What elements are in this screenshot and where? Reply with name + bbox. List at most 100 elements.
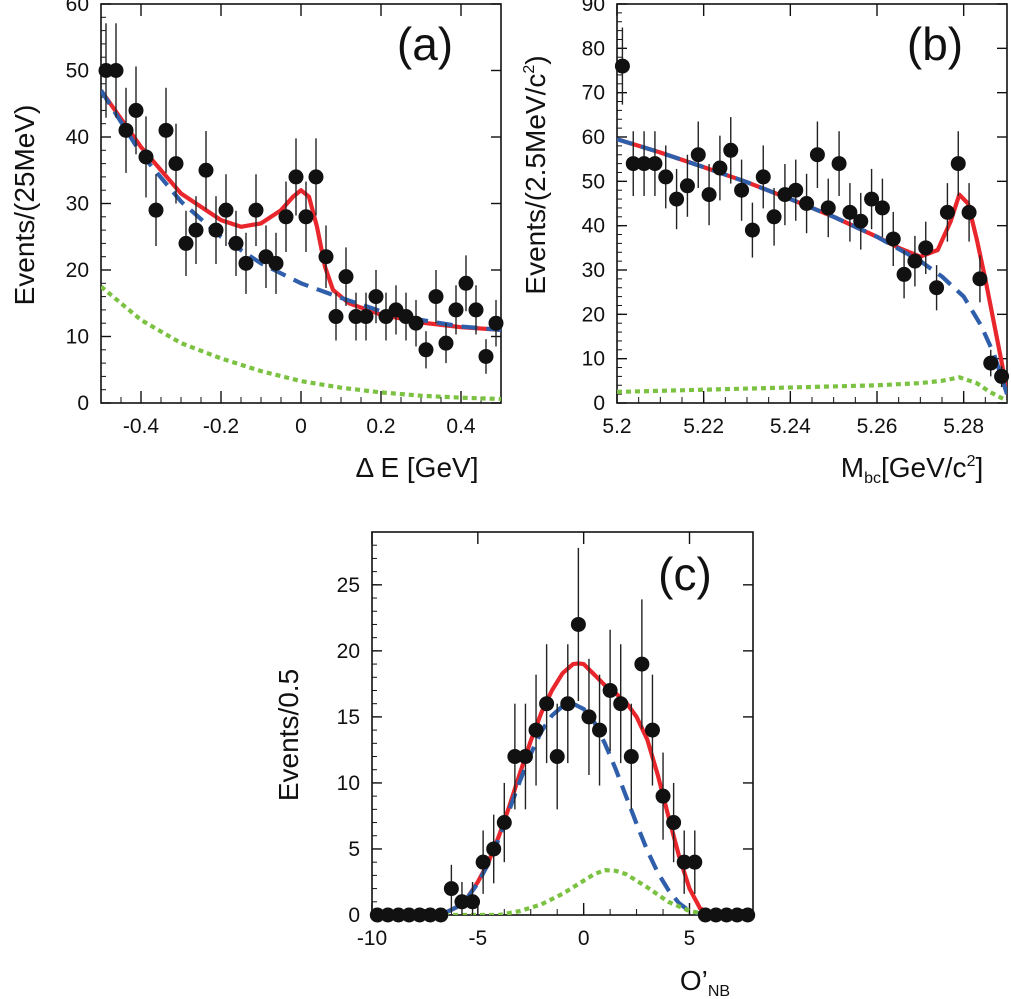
y-tick-label: 60 (582, 126, 605, 149)
y-tick-label: 20 (582, 303, 605, 326)
x-tick-label: -10 (357, 927, 387, 950)
data-point (831, 156, 847, 172)
data-point (581, 709, 597, 725)
data-point (602, 682, 618, 698)
data-point (874, 200, 890, 216)
y-tick-label: 5 (348, 838, 360, 861)
x-tick-label: -0.4 (123, 415, 160, 438)
data-point (438, 335, 454, 351)
data-points (369, 547, 756, 923)
data-point (368, 289, 384, 305)
data-point (158, 122, 174, 138)
data-point (380, 907, 396, 923)
data-point (788, 182, 804, 198)
y-tick-label: 15 (337, 706, 360, 729)
panel-label: (a) (397, 18, 453, 70)
data-points (98, 23, 504, 374)
data-point (208, 222, 224, 238)
panel-label: (b) (907, 18, 963, 70)
panel-label: (c) (658, 548, 712, 600)
panel-b: 0 10 20 30 40 50 60 70 80 90 5.2 5.22 5.24 5.26 5.28 (b… (520, 0, 1010, 487)
data-point (465, 894, 481, 910)
data-point (148, 202, 164, 218)
data-point (454, 894, 470, 910)
data-point (390, 907, 406, 923)
data-point (468, 302, 484, 318)
data-point (669, 191, 685, 207)
x-tick-label: 5.2 (602, 415, 631, 438)
dotted-curve (617, 375, 1007, 403)
curves (101, 89, 501, 402)
data-point (647, 156, 663, 172)
y-tick-label: 70 (582, 82, 605, 105)
data-point (298, 209, 314, 225)
y-tick-label: 20 (337, 640, 360, 663)
data-point (842, 204, 858, 220)
dashed-curve (372, 701, 753, 915)
data-point (697, 907, 713, 923)
data-point (723, 142, 739, 158)
data-point (929, 280, 945, 296)
data-point (983, 355, 999, 371)
data-point (328, 309, 344, 325)
data-point (358, 309, 374, 325)
data-point (972, 271, 988, 287)
y-tick-label: 30 (66, 193, 89, 216)
data-point (687, 854, 703, 870)
data-point (864, 191, 880, 207)
data-point (592, 722, 608, 738)
dashed-curve (101, 89, 501, 332)
data-point (755, 169, 771, 185)
data-point (318, 249, 334, 265)
x-tick-label: 0 (578, 927, 590, 950)
data-point (418, 342, 434, 358)
x-tick-label: 0 (295, 415, 307, 438)
y-tick-label: 60 (66, 0, 89, 16)
y-tick-label: 0 (593, 392, 605, 415)
data-points (614, 27, 1010, 388)
data-point (896, 266, 912, 282)
y-tick-label: 0 (77, 392, 89, 415)
data-point (401, 907, 417, 923)
x-tick-label: 0.2 (366, 415, 395, 438)
data-point (950, 156, 966, 172)
data-point (528, 722, 544, 738)
data-point (238, 255, 254, 271)
y-tick-label: 20 (66, 259, 89, 282)
data-point (560, 696, 576, 712)
data-point (679, 178, 695, 194)
data-point (655, 788, 671, 804)
data-point (809, 147, 825, 163)
data-point (443, 881, 459, 897)
x-tick-label: -0.2 (203, 415, 239, 438)
data-point (961, 204, 977, 220)
data-point (448, 302, 464, 318)
x-tick-label: 5.22 (683, 415, 724, 438)
y-tick-label: 10 (582, 348, 605, 371)
data-point (168, 156, 184, 172)
x-tick-label: 0.4 (446, 415, 476, 438)
data-point (517, 749, 533, 765)
x-tick-label: 5.26 (857, 415, 898, 438)
data-point (178, 235, 194, 251)
data-point (740, 907, 756, 923)
data-point (658, 169, 674, 185)
y-axis-title: Events/0.5 (273, 669, 304, 801)
data-point (907, 253, 923, 269)
curves (617, 137, 1007, 403)
data-point (623, 749, 639, 765)
panel-c: 0 5 10 15 20 25 -10 -5 0 5 (c) O’NB Events/0.5 (273, 531, 756, 999)
data-point (268, 255, 284, 271)
data-point (994, 368, 1010, 384)
x-tick-label: 5.28 (943, 415, 984, 438)
data-point (918, 240, 934, 256)
x-axis-title: Δ E [GeV] (356, 452, 479, 483)
data-point (488, 315, 504, 331)
data-point (644, 722, 660, 738)
data-point (188, 222, 204, 238)
y-tick-label: 90 (582, 0, 605, 16)
x-tick-label: 5.24 (770, 415, 811, 438)
data-point (701, 187, 717, 203)
data-point (799, 196, 815, 211)
